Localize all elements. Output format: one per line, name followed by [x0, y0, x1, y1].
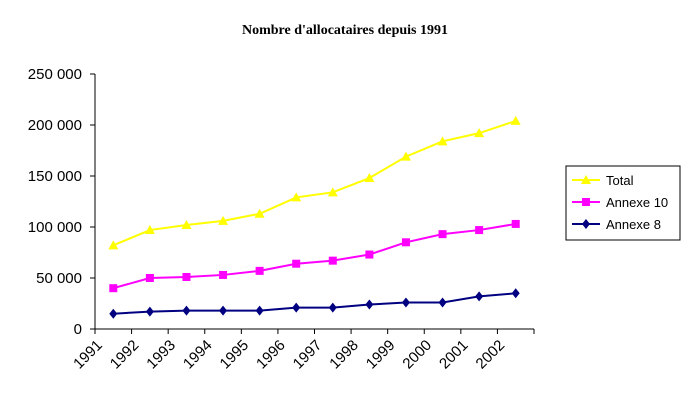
legend-marker-annexe-8	[582, 219, 590, 229]
data-point-annexe-10	[401, 238, 410, 247]
data-point-annexe-8	[475, 291, 484, 302]
data-point-annexe-10	[182, 272, 191, 281]
series-total	[108, 115, 521, 250]
data-point-total	[181, 219, 192, 229]
x-tick-label: 1997	[290, 337, 326, 373]
legend: Total Annexe 10 Annexe 8	[565, 165, 681, 241]
data-point-annexe-8	[511, 288, 520, 299]
data-point-annexe-10	[255, 266, 264, 275]
data-point-annexe-10	[145, 274, 154, 282]
y-tick-label: 100 000	[28, 219, 82, 236]
series-line-annexe-8	[113, 292, 516, 315]
series-line-total	[112, 119, 517, 247]
data-point-annexe-10	[475, 226, 484, 235]
data-point-total	[218, 215, 229, 225]
data-point-total	[364, 173, 375, 183]
y-tick-label: 50 000	[36, 270, 82, 287]
series-annexe-10	[109, 219, 520, 293]
x-tick-label: 2001	[436, 337, 472, 373]
data-point-annexe-8	[145, 306, 154, 317]
x-tick-label: 1994	[180, 337, 216, 373]
data-point-total	[291, 192, 302, 202]
data-point-total	[144, 225, 155, 235]
data-point-annexe-8	[438, 297, 447, 308]
data-point-annexe-8	[182, 305, 191, 316]
series-line-annexe-10	[113, 222, 516, 290]
series-annexe-8	[109, 288, 520, 319]
data-point-annexe-10	[109, 284, 118, 293]
x-tick-label: 1993	[143, 337, 179, 373]
data-point-annexe-8	[365, 299, 374, 310]
y-tick-label: 0	[74, 321, 82, 338]
y-tick-label: 200 000	[28, 117, 82, 134]
chart-title: Nombre d'allocataires depuis 1991	[242, 23, 448, 38]
legend-label-annexe-8: Annexe 8	[606, 217, 661, 232]
data-point-annexe-10	[438, 230, 447, 239]
x-tick-label: 1991	[70, 337, 106, 373]
data-point-annexe-8	[255, 305, 264, 316]
legend-marker-total	[581, 175, 591, 184]
data-point-total	[108, 240, 119, 250]
data-point-annexe-8	[328, 302, 337, 313]
y-tick-label: 250 000	[28, 66, 82, 83]
data-point-total	[437, 136, 448, 146]
legend-marker-annexe-10	[582, 198, 590, 206]
legend-label-annexe-10: Annexe 10	[606, 195, 668, 210]
y-tick-label: 150 000	[28, 168, 82, 185]
data-point-annexe-10	[292, 259, 301, 268]
data-point-annexe-8	[401, 297, 410, 308]
x-tick-label: 2002	[473, 337, 509, 373]
data-point-total	[400, 151, 411, 161]
x-tick-label: 1996	[253, 337, 289, 373]
data-point-annexe-8	[219, 305, 228, 316]
data-point-total	[510, 115, 521, 125]
data-point-annexe-8	[292, 302, 301, 313]
data-point-annexe-10	[365, 250, 374, 259]
x-tick-label: 1992	[107, 337, 143, 373]
data-point-annexe-10	[511, 219, 520, 228]
data-point-total	[327, 187, 338, 197]
data-point-annexe-10	[219, 270, 228, 279]
x-tick-label: 1998	[326, 337, 362, 373]
series-group	[108, 115, 521, 319]
x-tick-label: 1999	[363, 337, 399, 373]
data-point-annexe-10	[328, 256, 337, 265]
x-tick-label: 1995	[217, 337, 253, 373]
data-point-total	[254, 208, 265, 218]
data-point-total	[474, 128, 485, 138]
legend-label-total: Total	[606, 173, 634, 188]
data-point-annexe-8	[109, 308, 118, 319]
x-tick-label: 2000	[399, 337, 435, 373]
